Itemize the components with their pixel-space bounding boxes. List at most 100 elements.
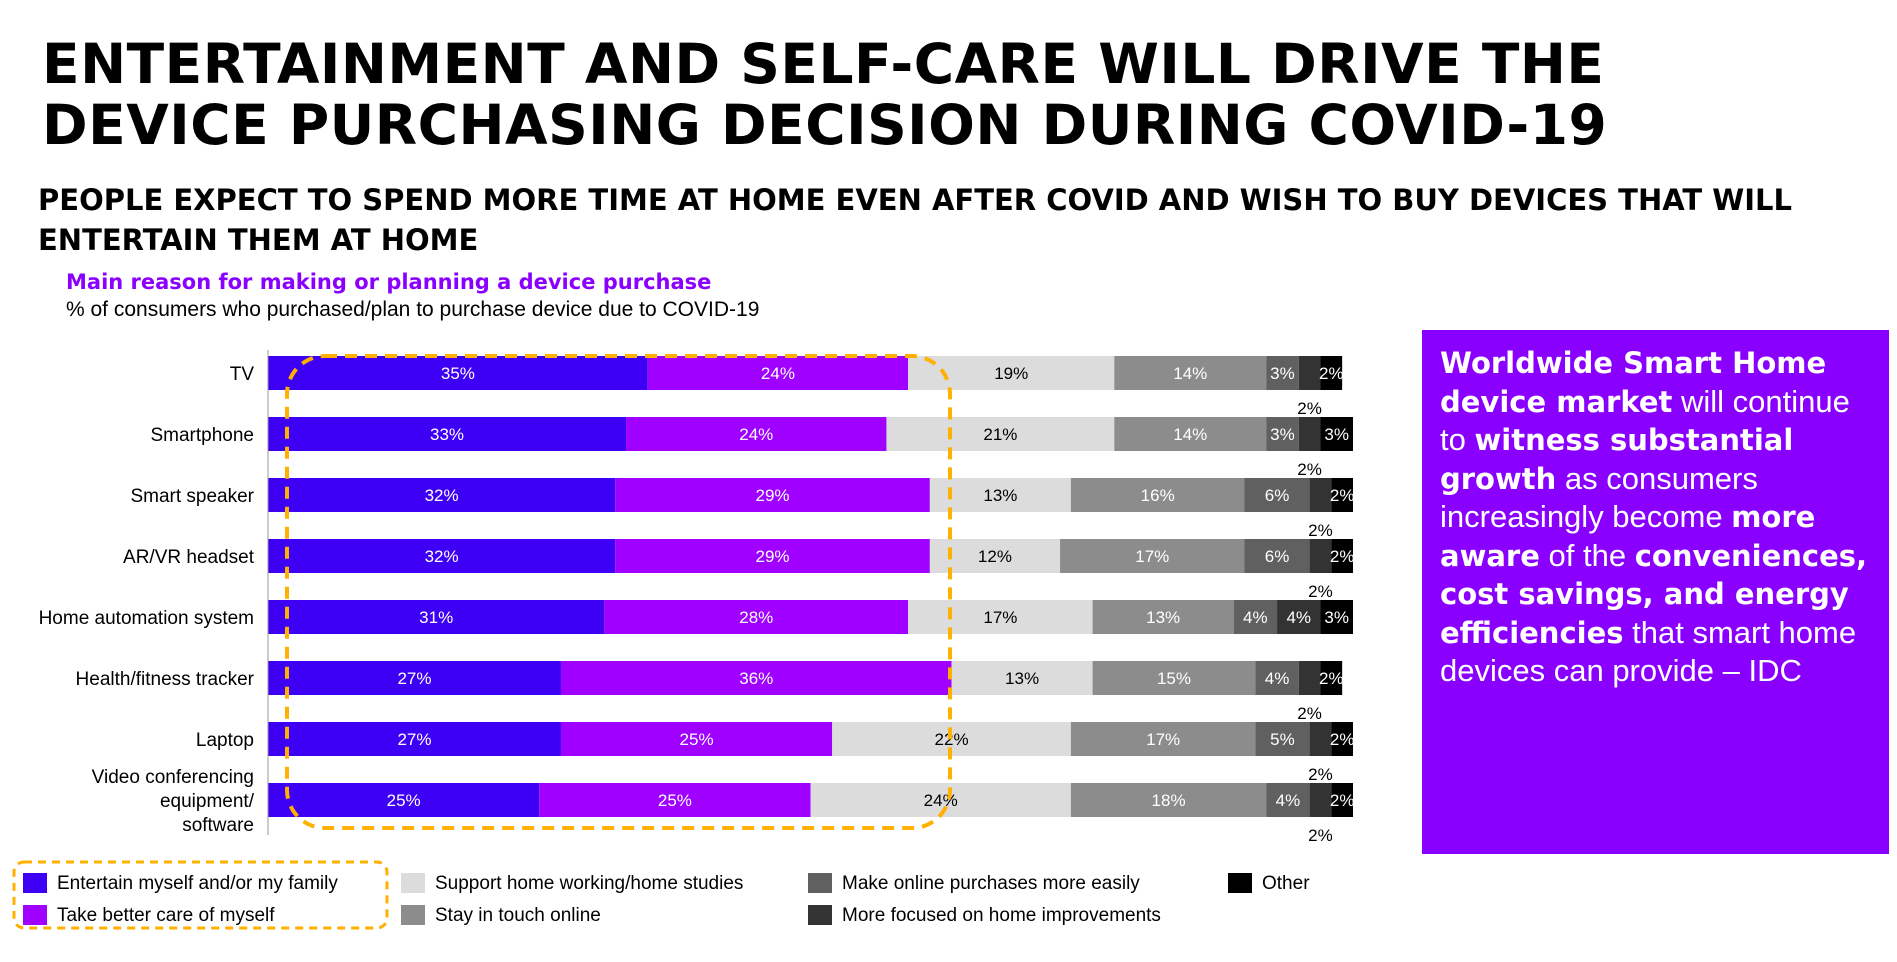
data-label: 25% <box>680 730 714 749</box>
data-label: 13% <box>1005 669 1039 688</box>
bar-segment <box>1255 661 1299 695</box>
bar-segment <box>1255 722 1310 756</box>
category-label: Smart speaker <box>130 486 254 507</box>
bar-segment <box>268 600 605 634</box>
bar-segment <box>1092 600 1234 634</box>
bar-segment <box>1266 417 1299 451</box>
bar-segment <box>626 417 887 451</box>
legend-label: Entertain myself and/or my family <box>57 873 338 894</box>
data-label: 14% <box>1173 364 1207 383</box>
data-label: 27% <box>397 730 431 749</box>
data-label: 2% <box>1297 460 1322 479</box>
legend-highlight-box <box>12 860 389 930</box>
data-label: 32% <box>425 486 459 505</box>
data-label: 6% <box>1265 486 1290 505</box>
category-label: Health/fitness tracker <box>76 669 255 690</box>
legend-swatch <box>401 873 425 893</box>
data-label: 5% <box>1270 730 1295 749</box>
bar-segment <box>1070 478 1245 512</box>
bar-segment <box>1298 356 1321 390</box>
data-label: 6% <box>1265 547 1290 566</box>
data-label: 2% <box>1330 791 1355 810</box>
data-label: 3% <box>1324 608 1349 627</box>
bar-segment <box>539 783 811 817</box>
page-subtitle: PEOPLE EXPECT TO SPEND MORE TIME AT HOME… <box>38 183 1793 257</box>
data-label: 2% <box>1319 364 1344 383</box>
data-label: 27% <box>397 669 431 688</box>
bar-segment <box>908 600 1093 634</box>
legend-swatch <box>808 873 832 893</box>
data-label: 35% <box>441 364 475 383</box>
bar-segment <box>268 661 561 695</box>
legend-label: More focused on home improvements <box>842 905 1161 926</box>
bar-segment <box>1331 539 1353 573</box>
bar-segment <box>268 478 616 512</box>
bar-segment <box>1070 722 1256 756</box>
bar-segment <box>268 722 561 756</box>
idc-callout-box: Worldwide Smart Home device market will … <box>1422 330 1889 854</box>
bar-segment <box>268 417 627 451</box>
bar-segment <box>929 478 1071 512</box>
bar-segment <box>1092 661 1256 695</box>
bar-segment <box>1266 356 1299 390</box>
legend-swatch <box>23 873 47 893</box>
data-label: 32% <box>425 547 459 566</box>
bar-segment <box>615 539 930 573</box>
data-label: 29% <box>756 486 790 505</box>
data-label: 2% <box>1297 704 1322 723</box>
legend-label: Other <box>1262 873 1310 894</box>
data-label: 25% <box>658 791 692 810</box>
bar-segment <box>604 600 909 634</box>
data-label: 21% <box>983 425 1017 444</box>
data-label: 24% <box>924 791 958 810</box>
bar-segment <box>1298 417 1321 451</box>
data-label: 17% <box>1135 547 1169 566</box>
bar-segment <box>1070 783 1267 817</box>
data-label: 19% <box>994 364 1028 383</box>
legend-label: Support home working/home studies <box>435 873 743 894</box>
chart-heading: Main reason for making or planning a dev… <box>66 270 712 294</box>
data-label: 33% <box>430 425 464 444</box>
callout-text-segment: of the <box>1539 537 1635 573</box>
bar-segment <box>1266 783 1310 817</box>
data-label: 2% <box>1297 399 1322 418</box>
bar-segment <box>810 783 1071 817</box>
bar-segment <box>1331 722 1353 756</box>
legend-label: Take better care of myself <box>57 905 275 926</box>
legend-swatch <box>808 905 832 925</box>
bar-segment <box>560 661 952 695</box>
category-label: Smartphone <box>150 425 254 446</box>
bar-segment <box>1244 478 1310 512</box>
bar-segment <box>1114 417 1267 451</box>
category-label: TV <box>230 364 255 385</box>
bar-segment <box>1060 539 1245 573</box>
bar-segment <box>1298 661 1321 695</box>
data-label: 2% <box>1308 826 1333 845</box>
data-label: 18% <box>1152 791 1186 810</box>
bar-segment <box>268 783 540 817</box>
bar-segment <box>886 417 1115 451</box>
data-label: 4% <box>1265 669 1290 688</box>
callout-text-segment: as consumers increasingly become <box>1440 460 1758 535</box>
bar-segment <box>1114 356 1267 390</box>
data-label: 2% <box>1308 765 1333 784</box>
data-label: 31% <box>419 608 453 627</box>
callout-text-segment: conveniences, cost savings, and energy e… <box>1440 538 1868 650</box>
data-label: 22% <box>935 730 969 749</box>
bar-segment <box>1320 661 1343 695</box>
data-label: 2% <box>1330 486 1355 505</box>
data-label: 17% <box>983 608 1017 627</box>
bar-segment <box>1320 600 1353 634</box>
data-label: 29% <box>756 547 790 566</box>
data-label: 36% <box>739 669 773 688</box>
bar-segment <box>1331 783 1353 817</box>
bar-segment <box>647 356 909 390</box>
data-label: 3% <box>1270 425 1295 444</box>
legend-label: Stay in touch online <box>435 905 601 926</box>
bar-segment <box>615 478 930 512</box>
bar-segment <box>1309 478 1332 512</box>
data-label: 12% <box>978 547 1012 566</box>
data-label: 3% <box>1270 364 1295 383</box>
bar-segment <box>268 356 648 390</box>
bar-segment <box>1309 722 1332 756</box>
